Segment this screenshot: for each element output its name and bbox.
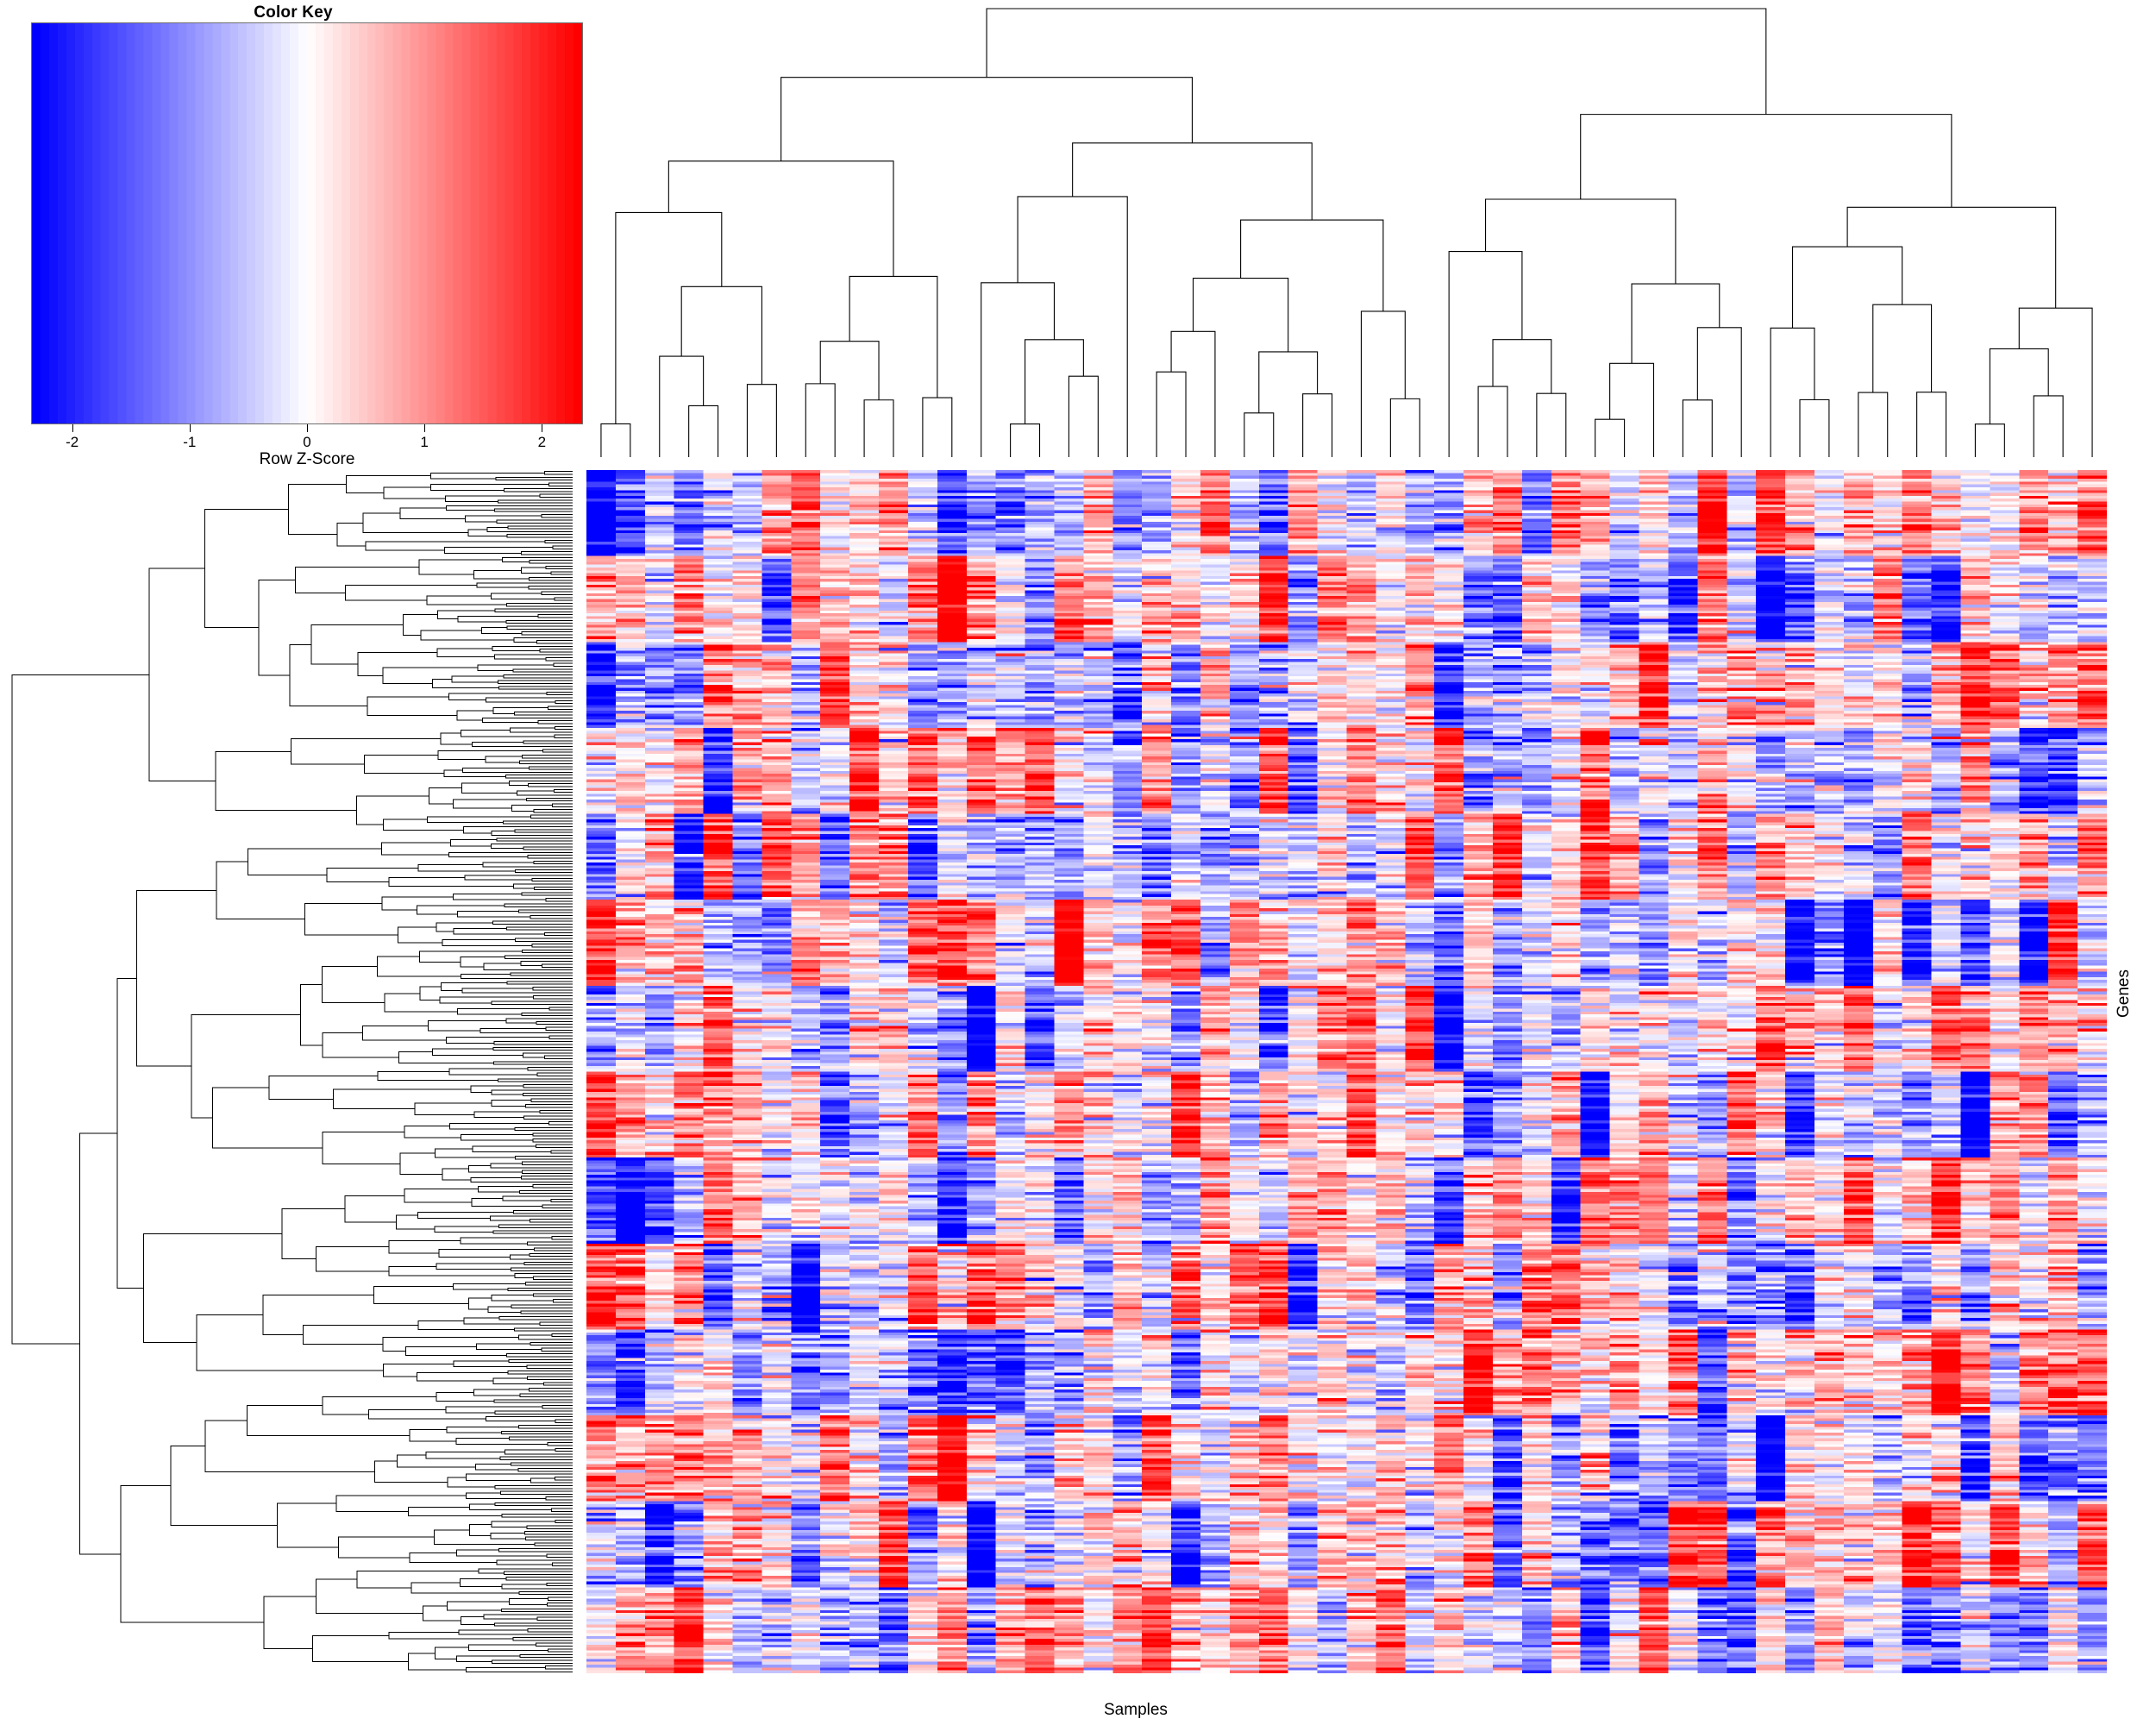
column-dendrogram <box>586 3 2107 466</box>
heatmap-canvas <box>586 470 2107 1673</box>
color-key-axis-label: Row Z-Score <box>259 450 355 468</box>
column-dendrogram-links <box>600 8 2093 457</box>
color-key-tick-label: -2 <box>66 434 79 450</box>
y-axis-title: Genes <box>2115 969 2133 1018</box>
color-key-tick <box>424 424 426 432</box>
color-key-tick-label: 0 <box>303 434 311 450</box>
row-dendrogram <box>7 470 576 1673</box>
color-key-title: Color Key <box>254 3 333 22</box>
color-key-tick-label: -1 <box>183 434 197 450</box>
color-key-axis: Row Z-Score -2 -1 0 1 2 <box>31 424 583 471</box>
row-dendrogram-svg <box>11 471 573 1672</box>
color-key-tick <box>189 424 191 432</box>
color-key-gradient-bar <box>31 22 583 424</box>
color-key-tick-label: 2 <box>537 434 547 450</box>
row-dendrogram-links <box>11 471 573 1672</box>
heatmap-matrix <box>586 470 2107 1673</box>
column-dendrogram-svg <box>600 8 2093 457</box>
x-axis-title: Samples <box>1104 1701 1168 1719</box>
color-key-tick-label: 1 <box>420 434 429 450</box>
color-key-tick <box>307 424 308 432</box>
color-key-panel: Color Key Row Z-Score -2 -1 0 1 2 <box>0 0 586 470</box>
color-key-tick <box>72 424 73 432</box>
